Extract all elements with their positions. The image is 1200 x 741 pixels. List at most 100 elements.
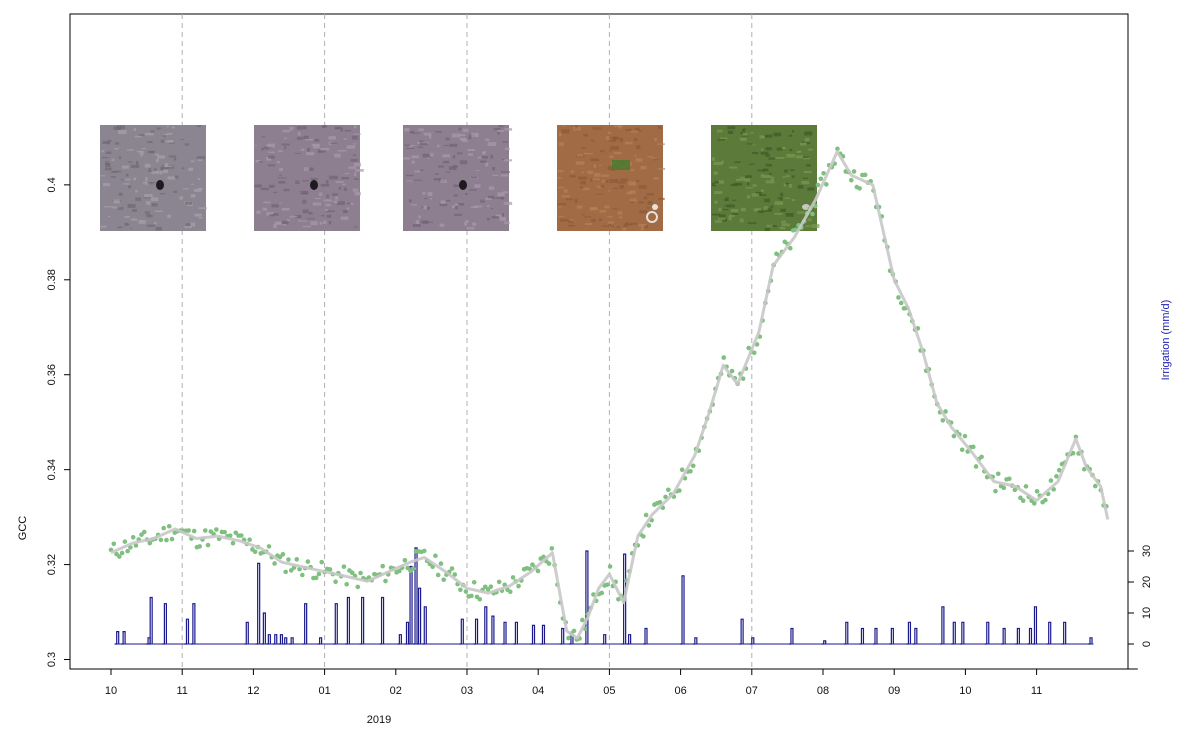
gcc-point: [341, 564, 347, 569]
x-tick-label: 08: [817, 685, 829, 697]
thumbnail-texture: [454, 203, 459, 206]
thumbnail-texture: [464, 221, 468, 226]
thumbnail-texture: [474, 205, 483, 208]
thumbnail-texture: [113, 148, 120, 150]
y2-axis-label: Irrigation (mm/d): [1160, 300, 1172, 381]
thumbnail-texture: [354, 178, 359, 180]
thumbnail-texture: [354, 192, 361, 196]
y2-tick-label: 0: [1141, 641, 1153, 647]
photo-thumbnails: [100, 125, 820, 232]
thumbnail-texture: [123, 183, 130, 185]
thumbnail-texture: [329, 142, 337, 144]
thumbnail-texture: [718, 217, 726, 221]
thumbnail-texture: [492, 174, 499, 177]
thumbnail-texture: [741, 133, 749, 137]
gcc-point: [599, 590, 605, 596]
thumbnail-texture: [435, 130, 442, 133]
thumbnail-texture: [736, 178, 741, 182]
thumbnail-texture: [732, 199, 737, 201]
gcc-point: [288, 568, 294, 573]
thumbnail-texture: [340, 216, 349, 220]
irrigation-bar: [1027, 627, 1033, 645]
thumbnail-texture: [608, 155, 614, 159]
thumbnail-texture: [791, 175, 795, 178]
gcc-point: [252, 549, 258, 555]
thumbnail-texture: [711, 182, 717, 187]
thumbnail-texture: [436, 144, 440, 148]
thumbnail-texture: [580, 186, 584, 190]
thumbnail-texture: [302, 199, 307, 204]
thumbnail-texture: [646, 192, 655, 196]
thumbnail-texture: [334, 153, 341, 158]
thumbnail-texture: [341, 183, 346, 186]
irrigation-bar: [148, 596, 153, 645]
thumbnail-texture: [282, 129, 290, 133]
thumbnail-texture: [341, 177, 349, 180]
thumbnail-texture: [305, 138, 314, 141]
thumbnail-texture: [607, 190, 611, 192]
gcc-point: [657, 499, 663, 505]
thumbnail-texture: [619, 137, 623, 142]
thumbnail-texture: [714, 180, 719, 184]
x-tick-label: 12: [247, 685, 259, 697]
thumbnail-texture: [348, 166, 357, 169]
thumbnail-texture: [336, 201, 345, 206]
thumbnail-texture: [465, 220, 469, 223]
gcc-point: [133, 543, 139, 548]
thumbnail-texture: [113, 199, 120, 204]
gcc-point: [1054, 474, 1059, 479]
thumbnail-texture: [273, 213, 279, 216]
thumbnail-texture: [124, 216, 130, 218]
thumbnail-texture: [151, 203, 158, 207]
irrigation-bar: [302, 603, 308, 645]
thumbnail-texture: [630, 201, 635, 204]
thumbnail-texture: [647, 156, 654, 158]
thumbnail-texture: [638, 201, 645, 204]
thumbnail-texture: [731, 213, 739, 215]
thumbnail-texture: [746, 195, 751, 199]
gcc-point: [1092, 483, 1098, 489]
thumbnail-texture: [113, 126, 121, 130]
thumbnail-texture: [163, 133, 169, 136]
y-axis-left: 0.3 0.32 0.34 0.36 0.38 0.4: [46, 177, 70, 667]
thumbnail-texture: [289, 215, 297, 218]
thumbnail-texture: [563, 189, 568, 193]
thumbnail-texture: [717, 138, 726, 141]
thumbnail-texture: [782, 176, 786, 178]
thumbnail-texture: [569, 175, 577, 178]
thumbnail-texture: [107, 215, 111, 217]
thumbnail-texture: [740, 176, 746, 181]
thumbnail-texture: [728, 216, 732, 221]
thumbnail-texture: [256, 210, 261, 214]
thumbnail-texture: [154, 153, 160, 156]
x-tick-label: 05: [603, 685, 615, 697]
irrigation-bar: [889, 627, 894, 645]
thumbnail-texture: [306, 218, 316, 220]
thumbnail-texture: [273, 191, 278, 194]
thumbnail-texture: [653, 177, 659, 180]
gcc-point: [616, 596, 621, 602]
thumbnail-texture: [607, 165, 614, 170]
thumbnail-texture: [614, 125, 623, 128]
gcc-point: [402, 558, 408, 563]
thumbnail-texture: [721, 160, 724, 164]
thumbnail-texture: [307, 148, 310, 152]
gcc-point: [485, 587, 491, 592]
thumbnail-background: [100, 125, 206, 231]
thumbnail-texture: [617, 211, 623, 215]
gcc-point: [862, 172, 868, 178]
gcc-point: [222, 529, 227, 535]
thumbnail-texture: [745, 187, 754, 189]
thumbnail-texture: [584, 223, 593, 225]
thumbnail-grass-patch: [612, 160, 630, 170]
photo-thumbnail-jul: [711, 125, 820, 232]
thumbnail-texture: [423, 132, 432, 136]
thumbnail-texture: [436, 173, 440, 175]
x-tick-label: 11: [176, 685, 187, 697]
irrigation-bar: [626, 634, 632, 645]
thumbnail-texture: [161, 166, 169, 170]
y-tick-label: 0.38: [46, 269, 58, 290]
thumbnail-texture: [779, 226, 786, 230]
irrigation-bar: [502, 621, 507, 645]
thumbnail-texture: [752, 144, 756, 146]
